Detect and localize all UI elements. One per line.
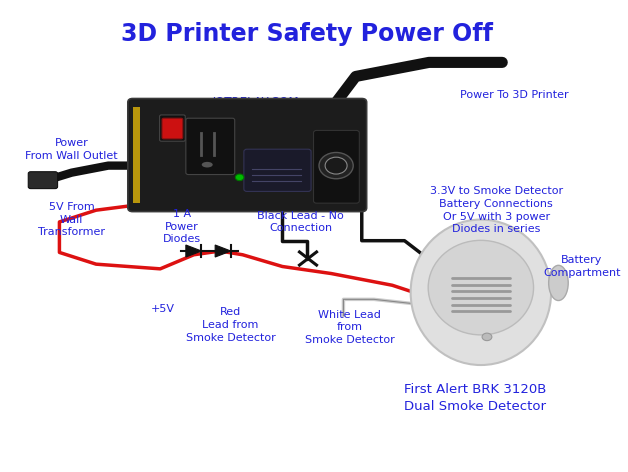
Polygon shape <box>215 245 231 257</box>
Text: 5V From
Wall
Transformer: 5V From Wall Transformer <box>38 202 105 237</box>
FancyBboxPatch shape <box>160 115 185 141</box>
Text: Black Lead - No
Connection: Black Lead - No Connection <box>257 211 344 233</box>
Text: First Alert BRK 3120B
Dual Smoke Detector: First Alert BRK 3120B Dual Smoke Detecto… <box>404 383 546 413</box>
Polygon shape <box>186 245 202 257</box>
Text: Battery
Compartment: Battery Compartment <box>543 255 620 278</box>
Ellipse shape <box>549 265 568 301</box>
Text: Power
From Wall Outlet: Power From Wall Outlet <box>25 138 118 160</box>
Circle shape <box>325 157 347 174</box>
Text: Power To 3D Printer: Power To 3D Printer <box>460 90 569 100</box>
FancyBboxPatch shape <box>28 172 58 189</box>
Ellipse shape <box>428 240 534 335</box>
Circle shape <box>482 333 492 341</box>
FancyBboxPatch shape <box>313 130 359 203</box>
FancyBboxPatch shape <box>133 107 140 203</box>
FancyBboxPatch shape <box>128 99 367 211</box>
Text: IOTRELAY.COM: IOTRELAY.COM <box>212 96 298 109</box>
Text: 3D Printer Safety Power Off: 3D Printer Safety Power Off <box>121 22 493 46</box>
Text: +5V: +5V <box>151 303 175 314</box>
Text: 1 A
Power
Diodes: 1 A Power Diodes <box>163 209 200 244</box>
FancyBboxPatch shape <box>186 118 235 175</box>
Circle shape <box>319 152 353 179</box>
Text: 3.3V to Smoke Detector
Battery Connections
Or 5V with 3 power
Diodes in series: 3.3V to Smoke Detector Battery Connectio… <box>430 186 563 235</box>
Text: White Lead
from
Smoke Detector: White Lead from Smoke Detector <box>305 310 394 346</box>
FancyBboxPatch shape <box>162 118 183 139</box>
Text: Red
Lead from
Smoke Detector: Red Lead from Smoke Detector <box>185 307 275 343</box>
Circle shape <box>236 174 244 181</box>
Ellipse shape <box>411 219 551 365</box>
FancyBboxPatch shape <box>244 149 311 192</box>
Ellipse shape <box>202 162 213 168</box>
